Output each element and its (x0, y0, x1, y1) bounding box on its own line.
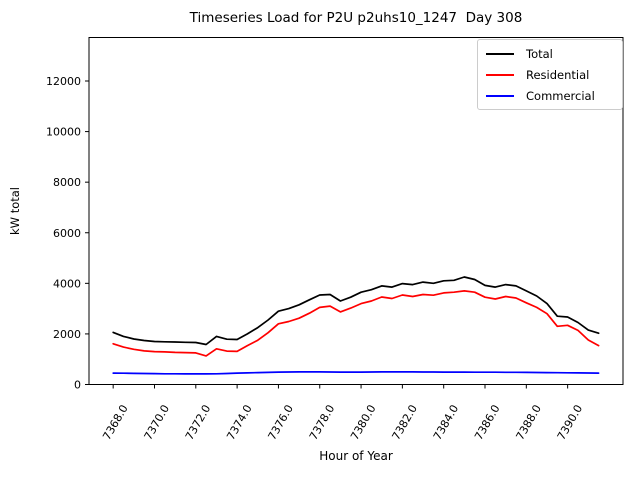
x-tick-label: 7384.0 (431, 403, 462, 443)
y-tick-label: 10000 (46, 126, 81, 139)
legend-row-commercial: Commercial (486, 89, 614, 103)
y-axis-ticks: 0 2000 4000 6000 8000 10000 12000 (46, 75, 89, 392)
residential-line-icon (486, 73, 514, 76)
x-tick-label: 7378.0 (307, 403, 338, 443)
x-axis-ticks: 7368.0 7370.0 7372.0 7374.0 7376.0 7378.0 7380… (100, 384, 586, 443)
y-tick-label: 12000 (46, 75, 81, 88)
legend-row-total: Total (486, 47, 614, 61)
legend: Total Residential Commercial (477, 39, 623, 110)
x-tick-label: 7390.0 (555, 403, 586, 443)
legend-label-commercial: Commercial (526, 88, 595, 103)
legend-label-total: Total (526, 46, 553, 61)
x-tick-label: 7380.0 (348, 403, 379, 443)
x-axis-label: Hour of Year (319, 449, 393, 463)
y-tick-label: 8000 (53, 176, 81, 189)
commercial-line-icon (486, 94, 514, 97)
x-tick-label: 7376.0 (266, 403, 297, 443)
y-tick-label: 6000 (53, 227, 81, 240)
series-commercial (112, 371, 600, 375)
x-tick-label: 7372.0 (183, 403, 214, 443)
x-tick-label: 7374.0 (224, 403, 255, 443)
y-tick-label: 0 (74, 379, 81, 392)
legend-row-residential: Residential (486, 68, 614, 82)
y-axis-label: kW total (8, 187, 22, 235)
y-tick-label: 2000 (53, 328, 81, 341)
x-tick-label: 7368.0 (100, 403, 131, 443)
chart-title: Timeseries Load for P2U p2uhs10_1247 Day… (189, 10, 523, 26)
total-line-icon (486, 52, 514, 55)
x-tick-label: 7370.0 (142, 403, 173, 443)
series-residential (112, 290, 600, 357)
series-total (112, 276, 600, 346)
x-tick-label: 7388.0 (513, 403, 544, 443)
x-tick-label: 7382.0 (389, 403, 420, 443)
x-tick-label: 7386.0 (472, 403, 503, 443)
y-tick-label: 4000 (53, 277, 81, 290)
plot-border (88, 37, 624, 385)
legend-label-residential: Residential (526, 67, 590, 82)
